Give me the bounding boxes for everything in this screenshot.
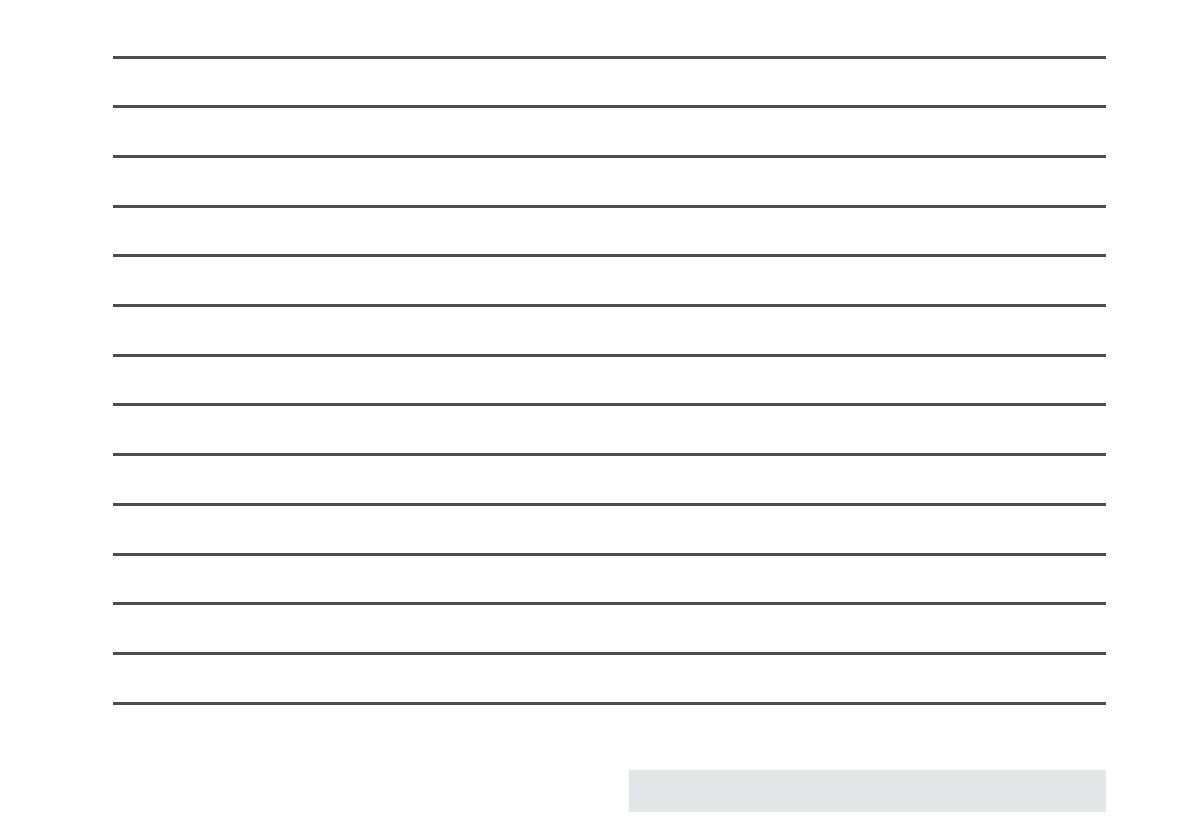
rule-line: [113, 651, 1106, 655]
rule-line: [113, 353, 1106, 357]
rule-line: [113, 701, 1106, 705]
rule-line: [113, 552, 1106, 556]
rule-line: [113, 55, 1106, 59]
placeholder-bar: [629, 770, 1106, 812]
rule-line: [113, 105, 1106, 109]
rule-line: [113, 204, 1106, 208]
rule-line: [113, 502, 1106, 506]
rule-line: [113, 403, 1106, 407]
rule-line: [113, 453, 1106, 457]
rule-line: [113, 602, 1106, 606]
rule-line: [113, 254, 1106, 258]
rule-line: [113, 154, 1106, 158]
rule-line: [113, 304, 1106, 307]
